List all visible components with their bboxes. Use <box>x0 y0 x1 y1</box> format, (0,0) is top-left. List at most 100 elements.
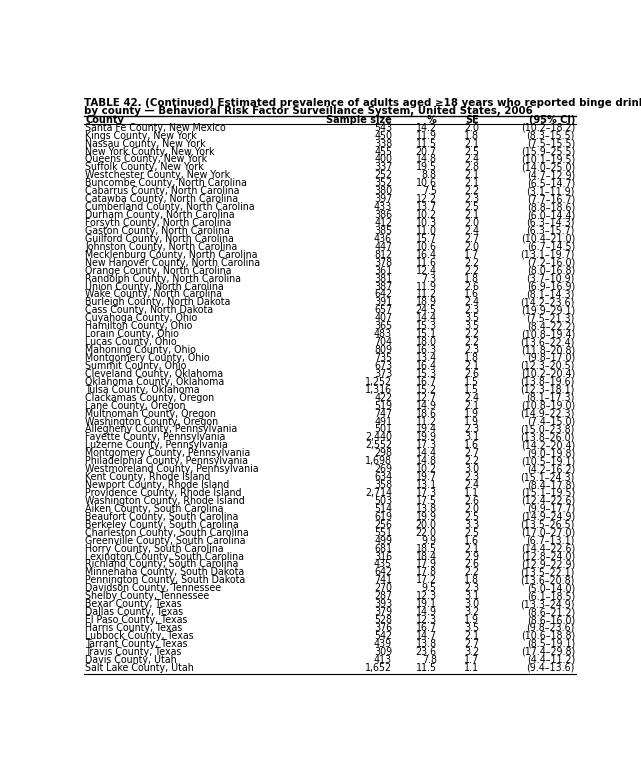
Text: Santa Fe County, New Mexico: Santa Fe County, New Mexico <box>85 122 226 133</box>
Text: Suffolk County, New York: Suffolk County, New York <box>85 163 204 173</box>
Text: (15.0–23.8): (15.0–23.8) <box>520 425 575 435</box>
Text: 14.9: 14.9 <box>416 607 437 617</box>
Text: 2.5: 2.5 <box>464 511 479 522</box>
Text: Burleigh County, North Dakota: Burleigh County, North Dakota <box>85 297 231 307</box>
Text: 287: 287 <box>374 591 392 601</box>
Text: (14.9–24.9): (14.9–24.9) <box>520 511 575 522</box>
Text: 3.2: 3.2 <box>464 607 479 617</box>
Text: Pennington County, South Dakota: Pennington County, South Dakota <box>85 575 246 585</box>
Text: (8.0–16.8): (8.0–16.8) <box>527 266 575 276</box>
Text: Davidson County, Tennessee: Davidson County, Tennessee <box>85 583 221 594</box>
Text: 7.5: 7.5 <box>422 186 437 196</box>
Text: El Paso County, Texas: El Paso County, Texas <box>85 615 187 625</box>
Text: 433: 433 <box>374 202 392 212</box>
Text: 3.5: 3.5 <box>464 321 479 331</box>
Text: 1.7: 1.7 <box>464 250 479 260</box>
Text: Catawba County, North Carolina: Catawba County, North Carolina <box>85 194 238 204</box>
Text: 16.4: 16.4 <box>416 361 437 371</box>
Text: Multnomah County, Oregon: Multnomah County, Oregon <box>85 409 216 419</box>
Text: 270: 270 <box>374 583 392 594</box>
Text: (6.3–15.7): (6.3–15.7) <box>526 226 575 236</box>
Text: 2.5: 2.5 <box>464 147 479 157</box>
Text: 2.9: 2.9 <box>464 552 479 562</box>
Text: 1,316: 1,316 <box>365 385 392 394</box>
Text: Dallas County, Texas: Dallas County, Texas <box>85 607 183 617</box>
Text: 2.1: 2.1 <box>464 210 479 220</box>
Text: Mahoning County, Ohio: Mahoning County, Ohio <box>85 345 196 355</box>
Text: 542: 542 <box>374 631 392 641</box>
Text: 9.5: 9.5 <box>422 583 437 594</box>
Text: 16.3: 16.3 <box>415 345 437 355</box>
Text: 1.8: 1.8 <box>464 353 479 363</box>
Text: 503: 503 <box>374 496 392 506</box>
Text: (8.1–14.3): (8.1–14.3) <box>526 290 575 299</box>
Text: 657: 657 <box>374 306 392 315</box>
Text: 20.0: 20.0 <box>416 520 437 530</box>
Text: SE: SE <box>465 115 479 125</box>
Text: (13.8–19.6): (13.8–19.6) <box>520 377 575 387</box>
Text: 673: 673 <box>374 361 392 371</box>
Text: 14.4: 14.4 <box>416 448 437 458</box>
Text: 13.7: 13.7 <box>415 202 437 212</box>
Text: 12.4: 12.4 <box>416 266 437 276</box>
Text: 15.2: 15.2 <box>416 385 437 394</box>
Text: Horry County, South Carolina: Horry County, South Carolina <box>85 543 224 553</box>
Text: 17.8: 17.8 <box>416 568 437 578</box>
Text: 19.9: 19.9 <box>416 432 437 442</box>
Text: 2.2: 2.2 <box>464 186 479 196</box>
Text: Montgomery County, Ohio: Montgomery County, Ohio <box>85 353 210 363</box>
Text: 1.9: 1.9 <box>464 409 479 419</box>
Text: 17.3: 17.3 <box>415 488 437 498</box>
Text: 17.5: 17.5 <box>416 496 437 506</box>
Text: Westmoreland County, Pennsylvania: Westmoreland County, Pennsylvania <box>85 464 259 474</box>
Text: (13.6–20.8): (13.6–20.8) <box>520 575 575 585</box>
Text: 19.7: 19.7 <box>416 472 437 482</box>
Text: 2.5: 2.5 <box>464 202 479 212</box>
Text: (13.8–26.0): (13.8–26.0) <box>520 432 575 442</box>
Text: Fayette County, Pennsylvania: Fayette County, Pennsylvania <box>85 432 226 442</box>
Text: 15.7: 15.7 <box>416 234 437 244</box>
Text: 11.0: 11.0 <box>416 226 437 236</box>
Text: Allegheny County, Pennsylvania: Allegheny County, Pennsylvania <box>85 425 237 435</box>
Text: (14.2–20.4): (14.2–20.4) <box>520 440 575 451</box>
Text: (6.7–13.1): (6.7–13.1) <box>526 536 575 546</box>
Text: 2.6: 2.6 <box>464 281 479 292</box>
Text: (3.7–10.9): (3.7–10.9) <box>526 274 575 283</box>
Text: (9.8–17.0): (9.8–17.0) <box>527 353 575 363</box>
Text: (8.4–17.8): (8.4–17.8) <box>527 480 575 490</box>
Text: (6.0–14.4): (6.0–14.4) <box>527 210 575 220</box>
Text: 2.0: 2.0 <box>464 122 479 133</box>
Text: 14.8: 14.8 <box>416 154 437 164</box>
Text: 2,714: 2,714 <box>365 488 392 498</box>
Text: 13.4: 13.4 <box>415 353 437 363</box>
Text: 2.0: 2.0 <box>464 504 479 514</box>
Text: 543: 543 <box>374 122 392 133</box>
Text: 528: 528 <box>374 615 392 625</box>
Text: (13.3–24.9): (13.3–24.9) <box>520 599 575 610</box>
Text: 2.4: 2.4 <box>464 226 479 236</box>
Text: 19.4: 19.4 <box>416 425 437 435</box>
Text: TABLE 42. (Continued) Estimated prevalence of adults aged ≥18 years who reported: TABLE 42. (Continued) Estimated prevalen… <box>84 98 641 108</box>
Text: 447: 447 <box>374 242 392 252</box>
Text: (9.4–13.6): (9.4–13.6) <box>526 663 575 673</box>
Text: Berkeley County, South Carolina: Berkeley County, South Carolina <box>85 520 239 530</box>
Text: 2.1: 2.1 <box>464 361 479 371</box>
Text: 337: 337 <box>374 163 392 173</box>
Text: (13.5–26.5): (13.5–26.5) <box>520 520 575 530</box>
Text: 309: 309 <box>374 647 392 657</box>
Text: 499: 499 <box>374 536 392 546</box>
Text: 2.6: 2.6 <box>464 369 479 379</box>
Text: 18.0: 18.0 <box>416 337 437 347</box>
Text: 2.5: 2.5 <box>464 527 479 538</box>
Text: 14.4: 14.4 <box>416 313 437 323</box>
Text: 20.7: 20.7 <box>416 147 437 157</box>
Text: 2.4: 2.4 <box>464 154 479 164</box>
Text: 316: 316 <box>374 552 392 562</box>
Text: (11.8–20.8): (11.8–20.8) <box>520 345 575 355</box>
Text: (4.7–12.9): (4.7–12.9) <box>527 170 575 180</box>
Text: Lucas County, Ohio: Lucas County, Ohio <box>85 337 177 347</box>
Text: Tarrant County, Texas: Tarrant County, Texas <box>85 639 188 649</box>
Text: 2.2: 2.2 <box>464 456 479 466</box>
Text: (5.0–14.0): (5.0–14.0) <box>527 583 575 594</box>
Text: 3.1: 3.1 <box>464 432 479 442</box>
